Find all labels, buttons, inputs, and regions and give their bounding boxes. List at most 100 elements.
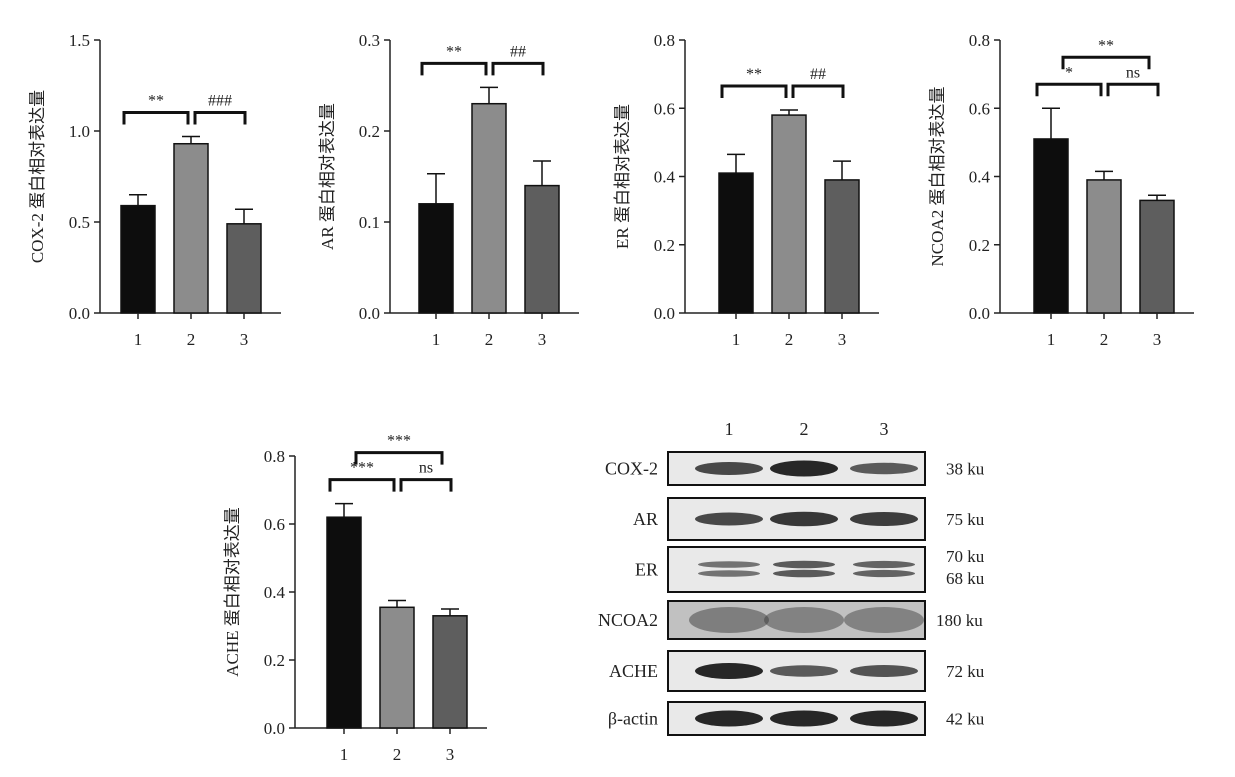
protein-band [850, 462, 918, 475]
significance-bracket [491, 61, 545, 76]
y-tick-label: 0.6 [969, 99, 990, 118]
x-tick-label: 1 [1047, 330, 1056, 349]
y-tick-label: 0.8 [969, 31, 990, 50]
molecular-weight-label: 72 ku [946, 662, 985, 681]
x-tick-label: 2 [393, 745, 402, 764]
significance-bracket [420, 61, 488, 76]
y-axis-label: NCOA2 蛋白相对表达量 [928, 87, 947, 267]
significance-bracket [122, 110, 190, 125]
y-tick-label: 0.0 [69, 304, 90, 323]
y-tick-label: 0.4 [969, 168, 991, 187]
bar-3 [524, 184, 560, 314]
significance-label: ** [746, 66, 762, 83]
bar-2 [379, 606, 415, 729]
molecular-weight-label: 38 ku [946, 460, 985, 479]
significance-bracket [399, 478, 453, 492]
y-tick-label: 0.6 [264, 515, 285, 534]
molecular-weight-label: 42 ku [946, 710, 985, 729]
protein-band [773, 560, 835, 569]
x-tick-label: 2 [785, 330, 794, 349]
western-blot: 1 2 3 COX-2 38 ku AR 75 ku ER 70 ku 68 ku NCOA2 180… [598, 419, 985, 736]
lane-label: 3 [880, 419, 889, 439]
significance-label: ** [1098, 37, 1114, 54]
bar-1 [718, 172, 754, 314]
x-tick-label: 1 [340, 745, 349, 764]
significance-label: * [1065, 64, 1073, 81]
significance-bracket [328, 478, 396, 492]
y-axis-label: AR 蛋白相对表达量 [318, 103, 337, 250]
significance-bracket [1106, 82, 1160, 97]
y-tick-label: 0.2 [654, 236, 675, 255]
y-tick-label: 1.0 [69, 122, 90, 141]
protein-band [764, 607, 844, 633]
protein-band [850, 665, 918, 677]
significance-label: ## [510, 43, 526, 60]
bar-1 [120, 204, 156, 314]
x-tick-label: 3 [838, 330, 847, 349]
bar-2 [471, 102, 507, 314]
molecular-weight-label: 75 ku [946, 510, 985, 529]
protein-band [853, 560, 915, 569]
protein-label: NCOA2 [598, 610, 658, 630]
y-axis-label: COX-2 蛋白相对表达量 [28, 90, 47, 263]
protein-band [689, 607, 769, 633]
significance-label: *** [387, 433, 411, 450]
protein-band [773, 569, 835, 578]
y-tick-label: 0.0 [654, 304, 675, 323]
significance-label: ## [810, 66, 826, 83]
protein-band [850, 710, 918, 727]
lane-label: 1 [725, 419, 734, 439]
y-tick-label: 0.8 [654, 31, 675, 50]
blot-background-smear [669, 602, 924, 638]
y-tick-label: 0.0 [969, 304, 990, 323]
bar-2 [173, 142, 209, 314]
y-tick-label: 0.0 [359, 304, 380, 323]
bar-chart-3: 0.0 0.2 0.4 0.6 0.8 ER 蛋白相对表达量 1 2 3 ** ## [613, 31, 879, 349]
x-tick-label: 1 [432, 330, 441, 349]
protein-band [695, 462, 763, 475]
x-tick-label: 3 [538, 330, 547, 349]
significance-label: ** [148, 92, 164, 109]
x-tick-label: 3 [1153, 330, 1162, 349]
protein-band [853, 569, 915, 578]
y-axis-label: ER 蛋白相对表达量 [613, 104, 632, 249]
protein-label: ER [635, 560, 658, 580]
significance-bracket [720, 84, 788, 98]
bar-3 [432, 615, 468, 729]
significance-label: *** [350, 460, 374, 477]
protein-band [850, 512, 918, 526]
significance-bracket [354, 451, 444, 465]
significance-label: ### [208, 92, 232, 109]
y-tick-label: 0.4 [654, 168, 676, 187]
molecular-weight-label: 70 ku [946, 547, 985, 566]
bar-chart-2: 0.0 0.1 0.2 0.3 AR 蛋白相对表达量 1 2 3 ** ## [318, 31, 579, 349]
x-tick-label: 3 [446, 745, 455, 764]
y-tick-label: 0.3 [359, 31, 380, 50]
significance-bracket [791, 84, 845, 98]
protein-label: AR [633, 509, 658, 529]
y-tick-label: 0.2 [264, 651, 285, 670]
x-tick-label: 1 [732, 330, 741, 349]
protein-band [844, 607, 924, 633]
bar-1 [1033, 138, 1069, 314]
bar-1 [326, 516, 362, 729]
lane-label: 2 [800, 419, 809, 439]
bar-chart-4: 0.0 0.2 0.4 0.6 0.8 NCOA2 蛋白相对表达量 1 2 3 * ns ** [928, 31, 1194, 349]
protein-band [695, 710, 763, 727]
y-tick-label: 0.0 [264, 719, 285, 738]
x-tick-label: 2 [485, 330, 494, 349]
x-tick-label: 2 [1100, 330, 1109, 349]
blot-panel [667, 546, 926, 593]
protein-band [770, 511, 838, 527]
significance-label: ns [1126, 64, 1140, 81]
x-tick-label: 1 [134, 330, 143, 349]
protein-band [695, 512, 763, 526]
protein-band [770, 665, 838, 677]
bar-2 [1086, 179, 1122, 314]
y-tick-label: 0.8 [264, 447, 285, 466]
y-tick-label: 0.6 [654, 99, 675, 118]
significance-bracket [1035, 82, 1103, 97]
protein-band [770, 710, 838, 727]
bar-chart-1: 0.0 0.5 1.0 1.5 COX-2 蛋白相对表达量 1 2 3 ** ### [28, 31, 281, 349]
